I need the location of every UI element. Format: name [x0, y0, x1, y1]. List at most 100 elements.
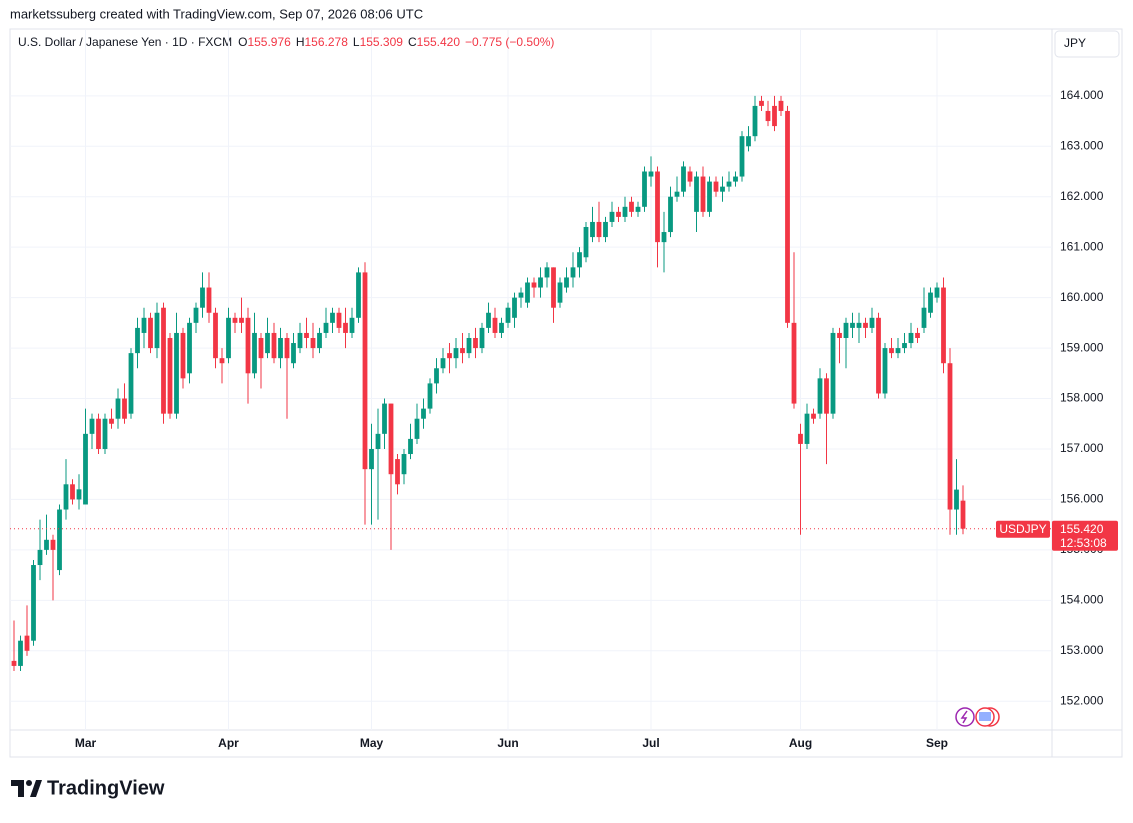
candle-body [739, 136, 745, 177]
price-tag-countdown: 12:53:08 [1060, 536, 1107, 550]
symbol-tag-text: USDJPY [999, 522, 1046, 536]
candle-body [661, 232, 667, 243]
x-tick-label: Aug [789, 736, 812, 750]
candle-body [720, 186, 725, 192]
candle-body [434, 368, 439, 384]
candle-body [466, 337, 472, 354]
candle-body [343, 322, 348, 333]
candle-body [622, 206, 628, 217]
candle-body [765, 110, 771, 122]
ohlc-key: H [296, 35, 305, 49]
currency-button[interactable] [1054, 30, 1120, 58]
candle-body [544, 267, 550, 278]
candle-body [629, 201, 634, 212]
candle-body [447, 353, 452, 359]
candle-body [24, 635, 30, 651]
icon-bolt [960, 710, 968, 724]
candle-body [492, 317, 498, 333]
candle-body [791, 322, 797, 404]
candle-body [187, 322, 192, 374]
candle-body [362, 272, 368, 470]
x-tick-label: Jul [642, 736, 659, 750]
candle-body [570, 267, 576, 278]
candle-body [122, 398, 127, 419]
candle-body [895, 348, 901, 354]
credit: marketssuberg created with TradingView.c… [10, 6, 423, 21]
candle-body [18, 640, 23, 666]
symbol-title: U.S. Dollar / Japanese Yen · 1D · FXCM [18, 35, 232, 49]
candle-body [76, 489, 82, 500]
candle-body [642, 171, 647, 207]
candle-body [401, 454, 407, 475]
candle-body [291, 343, 296, 364]
candle-body [564, 277, 569, 288]
candle-body [817, 378, 823, 414]
candle-body [655, 171, 660, 243]
candle-body [395, 459, 400, 485]
y-tick-label: 156.000 [1060, 492, 1104, 506]
y-tick-label: 152.000 [1060, 693, 1104, 707]
candle-body [882, 348, 888, 394]
candle-body [375, 433, 381, 449]
ohlc-value: 155.309 [360, 35, 404, 49]
ohlc-key: L [353, 35, 360, 49]
candle-body [278, 337, 283, 359]
candle-body [713, 181, 719, 192]
candle-body [726, 181, 732, 187]
candle-body [486, 312, 491, 328]
candle-body [239, 317, 244, 323]
candle-body [349, 317, 355, 333]
candle-body [213, 312, 218, 359]
icon-flag [979, 712, 991, 721]
candle-body [681, 166, 686, 192]
candle-body [232, 317, 238, 323]
currency-label: JPY [1064, 36, 1086, 50]
candle-body [200, 287, 205, 308]
candle-body [733, 176, 738, 182]
candle-body [596, 221, 602, 238]
y-tick-label: 163.000 [1060, 138, 1104, 152]
y-tick-label: 160.000 [1060, 290, 1104, 304]
candle-body [850, 322, 855, 328]
candle-body [863, 322, 868, 328]
ohlc-value: 155.976 [247, 35, 291, 49]
y-tick-label: 159.000 [1060, 340, 1104, 354]
candle-body [700, 176, 706, 212]
candle-body [180, 332, 186, 379]
logo: TradingView [11, 777, 165, 799]
candle-body [837, 332, 842, 338]
candle-body [856, 322, 862, 328]
candle-body [135, 327, 140, 354]
candle-body [304, 332, 309, 338]
logo-dot [26, 780, 32, 786]
candle-body [115, 398, 121, 419]
candle-body [141, 317, 147, 333]
candle-body [746, 136, 751, 147]
candle-body [258, 337, 264, 359]
candle-body [648, 171, 654, 177]
chart-frame [9, 28, 1123, 758]
candle-body [960, 500, 966, 529]
candle-body [154, 312, 160, 349]
candle-body [174, 332, 179, 414]
change: −0.775 (−0.50%) [465, 35, 554, 49]
candle-body [947, 363, 953, 510]
candle-body [356, 272, 361, 318]
y-tick-label: 158.000 [1060, 391, 1104, 405]
candle-body [284, 337, 290, 359]
candle-body [876, 317, 881, 394]
candle-body [11, 660, 17, 666]
y-tick-label: 154.000 [1060, 593, 1104, 607]
candle-body [473, 337, 478, 349]
candle-body [96, 418, 101, 449]
candle-body [759, 100, 764, 106]
symbol-tag [996, 520, 1050, 538]
candle-body [674, 191, 680, 197]
candle-body [843, 322, 849, 338]
candle-body [70, 484, 75, 500]
x-tick-label: May [360, 736, 384, 750]
candle-body [538, 277, 543, 288]
candle-body [551, 267, 556, 308]
